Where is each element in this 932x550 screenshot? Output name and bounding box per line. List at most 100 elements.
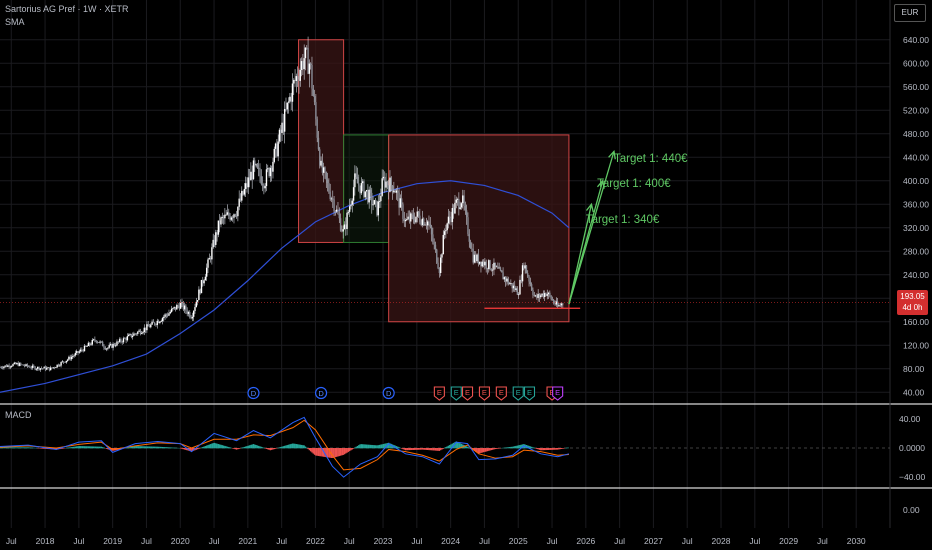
candle-body bbox=[373, 200, 376, 205]
candle bbox=[200, 279, 203, 294]
candle bbox=[103, 344, 105, 351]
macd-histogram-bar bbox=[434, 448, 437, 451]
macd-histogram-bar bbox=[536, 448, 538, 449]
earnings-marker[interactable]: E bbox=[478, 386, 490, 401]
earnings-marker[interactable]: E bbox=[433, 386, 445, 401]
macd-histogram-bar bbox=[170, 447, 173, 449]
candle bbox=[394, 188, 396, 193]
macd-histogram-bar bbox=[82, 446, 84, 449]
candle bbox=[46, 366, 48, 371]
candle-body bbox=[151, 321, 153, 325]
macd-histogram-bar bbox=[400, 448, 403, 449]
macd-histogram-bar bbox=[257, 445, 260, 449]
earnings-marker[interactable]: E bbox=[495, 386, 507, 401]
candle-body bbox=[90, 344, 92, 346]
candle-body bbox=[124, 338, 126, 340]
candle bbox=[351, 198, 353, 213]
macd-histogram-bar bbox=[220, 444, 222, 449]
earnings-marker[interactable]: E bbox=[512, 386, 524, 401]
dividend-marker[interactable]: D bbox=[247, 386, 260, 400]
candle-body bbox=[415, 216, 417, 223]
candle bbox=[438, 267, 441, 278]
indicator-label[interactable]: SMA bbox=[5, 17, 25, 27]
time-axis-label: Jul bbox=[344, 536, 355, 546]
macd-line bbox=[0, 416, 570, 478]
candle bbox=[516, 286, 519, 295]
candle bbox=[330, 196, 333, 203]
candle bbox=[26, 363, 28, 369]
macd-histogram-bar bbox=[260, 446, 262, 449]
candle bbox=[495, 265, 498, 268]
candle bbox=[397, 185, 399, 202]
macd-label[interactable]: MACD bbox=[5, 410, 32, 420]
candle bbox=[499, 266, 502, 272]
macd-histogram-bar bbox=[127, 447, 130, 449]
candle-body bbox=[515, 288, 517, 291]
price-axis-label: 80.00 bbox=[903, 364, 925, 374]
macd-histogram-bar bbox=[168, 447, 170, 449]
candle bbox=[381, 169, 383, 197]
candle bbox=[290, 92, 292, 111]
candle bbox=[83, 343, 86, 352]
earnings-marker[interactable]: E bbox=[552, 386, 564, 401]
macd-histogram-bar bbox=[385, 443, 387, 449]
candle-body bbox=[476, 254, 478, 262]
candle bbox=[423, 217, 425, 227]
earnings-marker[interactable]: E bbox=[523, 386, 536, 401]
macd-histogram-bar bbox=[468, 447, 470, 449]
candle-body bbox=[501, 270, 503, 273]
dividend-marker[interactable]: D bbox=[382, 386, 395, 400]
candle-body bbox=[419, 215, 421, 223]
candle bbox=[143, 324, 145, 336]
macd-histogram-bar bbox=[447, 445, 450, 449]
dividend-marker[interactable]: D bbox=[314, 386, 328, 400]
candle-body bbox=[534, 295, 537, 297]
candle-body bbox=[346, 212, 348, 229]
candle-body bbox=[527, 273, 529, 277]
candle bbox=[156, 318, 158, 329]
macd-histogram-bar bbox=[280, 446, 282, 449]
candle bbox=[473, 250, 476, 264]
candle-body bbox=[79, 349, 82, 352]
candle bbox=[234, 213, 236, 218]
macd-histogram-bar bbox=[432, 448, 434, 451]
candle bbox=[120, 337, 122, 344]
macd-histogram-bar bbox=[550, 448, 552, 450]
candle bbox=[29, 365, 31, 369]
earnings-marker[interactable]: E bbox=[450, 386, 462, 401]
candle bbox=[122, 336, 125, 344]
candle bbox=[126, 333, 129, 342]
symbol-title[interactable]: Sartorius AG Pref · 1W · XETR bbox=[5, 4, 129, 14]
macd-histogram-bar bbox=[282, 446, 285, 449]
candle bbox=[558, 303, 560, 307]
candle-body bbox=[118, 339, 121, 342]
macd-histogram-bar bbox=[191, 448, 194, 452]
macd-histogram-bar bbox=[131, 446, 134, 449]
macd-histogram-bar bbox=[490, 448, 493, 451]
price-axis-label: 120.00 bbox=[903, 340, 929, 350]
candle-body bbox=[0, 367, 2, 368]
candle-body bbox=[309, 63, 312, 66]
candle bbox=[224, 208, 226, 225]
candle bbox=[300, 57, 303, 77]
macd-histogram-bar bbox=[160, 446, 162, 449]
candle bbox=[419, 208, 421, 225]
candle-body bbox=[411, 213, 413, 215]
macd-histogram-bar bbox=[566, 447, 568, 449]
candle-body bbox=[100, 341, 103, 343]
candle-body bbox=[134, 333, 136, 335]
candle bbox=[59, 363, 61, 367]
candle-body bbox=[153, 322, 156, 325]
macd-histogram-bar bbox=[172, 447, 174, 449]
candle-body bbox=[111, 344, 113, 348]
macd-histogram-bar bbox=[30, 447, 32, 449]
currency-button[interactable]: EUR bbox=[894, 4, 926, 22]
candle bbox=[488, 259, 490, 273]
candle-body bbox=[495, 266, 498, 268]
earnings-marker[interactable]: E bbox=[461, 386, 474, 401]
candle bbox=[291, 73, 294, 112]
macd-histogram-bar bbox=[367, 444, 369, 449]
time-axis-label: 2018 bbox=[36, 536, 55, 546]
candle bbox=[556, 298, 559, 308]
